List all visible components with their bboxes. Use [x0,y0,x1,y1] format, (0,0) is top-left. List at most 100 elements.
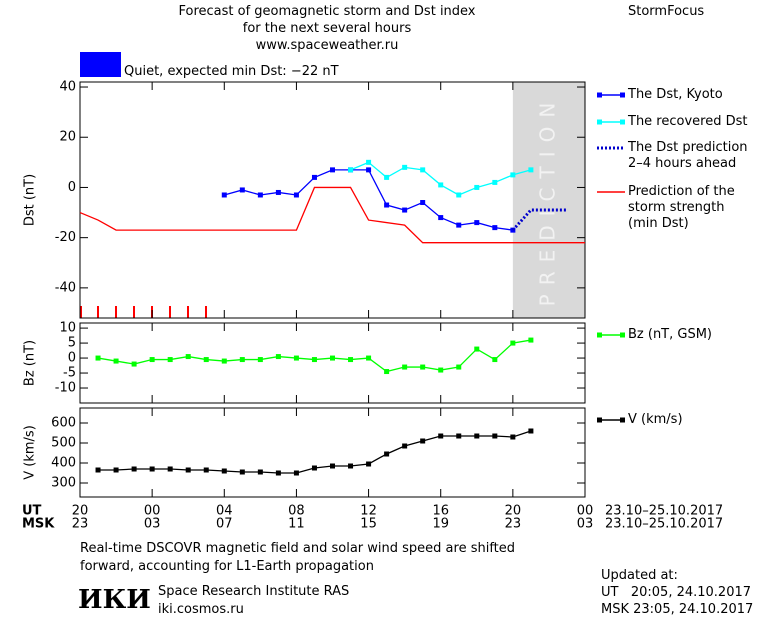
series-marker [348,357,354,363]
y-tick-label: -40 [55,280,76,295]
series-marker [221,192,227,198]
y-tick-label: 10 [59,321,76,336]
series-marker [420,200,426,206]
y-tick-label: 500 [51,436,76,451]
series-marker [456,364,462,370]
y-tick-label: -20 [55,230,76,245]
series-line [79,186,585,244]
series-marker [167,357,173,363]
y-axis-label: Bz (nT) [23,340,38,386]
y-tick-label: 0 [68,180,76,195]
y-tick-label: 40 [59,80,76,95]
series-marker [185,467,191,473]
series-line [350,161,532,196]
series-line [224,169,513,231]
y-tick-label: 600 [51,416,76,431]
plot-frame [79,81,586,319]
x-tick-label: 16 [432,504,449,519]
series-marker [275,470,281,476]
series-marker [257,469,263,475]
legend-marker [620,92,625,98]
footer-note: Real-time DSCOVR magnetic field and sola… [80,541,516,574]
title-line: www.spaceweather.ru [255,38,399,53]
x-tick-label: 00 [144,504,161,519]
legend-marker [597,119,602,125]
series-marker [420,364,426,370]
series-marker [474,220,480,226]
series-marker [384,202,390,208]
series-marker [257,192,263,198]
series-marker [510,434,516,440]
series-marker [402,443,408,449]
series-marker [366,355,372,361]
y-axis-label: V (km/s) [23,425,38,480]
series-marker [221,358,227,364]
status-text: Quiet, expected min Dst: −22 nT [124,64,339,79]
series-marker [239,469,245,475]
plot-frame [79,407,586,498]
x-tick-label-msk: 15 [360,517,377,532]
series-marker [257,357,263,363]
series-marker [330,355,335,361]
x-tick-label: 08 [288,504,305,519]
x-tick-label-msk: 03 [144,517,161,532]
series-marker [149,466,155,472]
series-marker [185,354,191,360]
series-marker [402,207,408,213]
plot-frame [79,322,586,404]
series-marker [203,467,209,473]
status-swatch [80,52,121,77]
brand: StormFocus [628,4,705,19]
legend-marker [620,332,625,338]
x-axis-label: MSK [22,517,55,532]
series-marker [456,192,462,198]
series-marker [239,187,245,193]
legend-text: V (km/s) [628,412,683,427]
x-tick-label-msk: 11 [288,517,305,532]
series-marker [510,172,516,178]
y-tick-label: 400 [51,456,76,471]
series-marker [95,467,101,473]
series-marker [366,461,372,467]
series-marker [293,470,299,476]
x-tick-label-msk: 19 [432,517,449,532]
x-tick-label-msk: 07 [216,517,233,532]
updated-label: Updated at: [601,568,678,583]
x-tick-label-msk: 23 [72,517,89,532]
series-marker [456,222,462,228]
prediction-label: PREDICTION [535,94,559,307]
x-tick-label-msk: 03 [577,517,594,532]
date-range: 23.10–25.10.2017 [605,504,723,519]
x-tick-label: 20 [505,504,522,519]
y-tick-label: 20 [59,130,76,145]
series-marker [167,466,173,472]
legend-text: The Dst, Kyoto [628,87,723,102]
y-tick-label: 0 [68,351,76,366]
series-marker [420,438,426,444]
series-marker [113,358,119,364]
y-tick-label: -10 [55,381,76,396]
series-marker [113,467,119,473]
series-marker [402,164,408,170]
legend-text: Bz (nT, GSM) [628,327,713,342]
y-axis-label: Dst (nT) [23,174,38,226]
updated-msk: MSK 23:05, 24.10.2017 [601,602,754,617]
series-marker [528,428,534,434]
prediction-zone [512,82,585,318]
title-line: Forecast of geomagnetic storm and Dst in… [178,4,476,19]
logo: ИКИ [78,585,151,615]
x-tick-label: 20 [72,504,89,519]
legend-marker [597,92,602,98]
legend-marker [620,119,625,125]
series-marker [311,465,317,471]
institute: Space Research Institute RAS [158,584,350,599]
series-marker [528,167,534,173]
legend-text: Prediction of the storm strength (min Ds… [628,184,735,231]
series-marker [384,174,390,180]
series-marker [239,357,245,363]
y-tick-label: 5 [68,336,76,351]
series-marker [384,451,390,457]
series-marker [456,433,462,439]
